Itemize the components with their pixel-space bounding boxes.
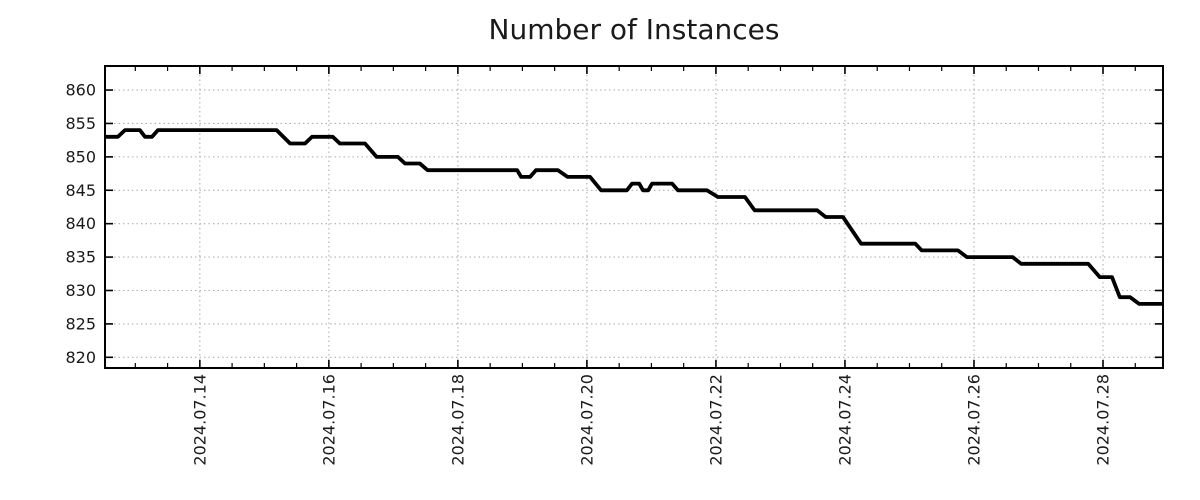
x-tick-label: 2024.07.18 (448, 374, 467, 466)
y-tick-label: 845 (65, 181, 96, 200)
chart-title: Number of Instances (488, 13, 780, 46)
y-tick-label: 830 (65, 281, 96, 300)
x-tick-label: 2024.07.28 (1094, 374, 1113, 466)
y-tick-label: 825 (65, 314, 96, 333)
x-tick-label: 2024.07.26 (964, 374, 983, 466)
y-tick-label: 855 (65, 114, 96, 133)
y-tick-label: 840 (65, 214, 96, 233)
x-tick-label: 2024.07.24 (835, 374, 854, 466)
x-tick-label: 2024.07.20 (577, 374, 596, 466)
y-tick-label: 835 (65, 248, 96, 267)
y-tick-label: 850 (65, 147, 96, 166)
y-tick-label: 820 (65, 348, 96, 367)
y-tick-label: 860 (65, 81, 96, 100)
plot-border (104, 65, 1164, 369)
data-line-instances (105, 128, 1163, 306)
x-tick-label: 2024.07.16 (319, 374, 338, 466)
x-tick-label: 2024.07.14 (190, 374, 209, 466)
x-tick-label: 2024.07.22 (706, 374, 725, 466)
